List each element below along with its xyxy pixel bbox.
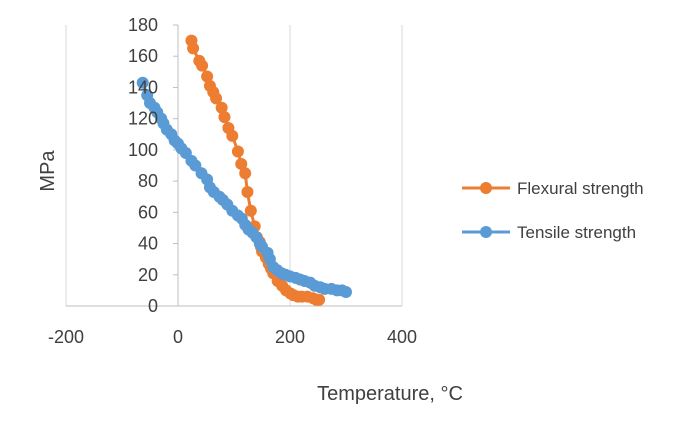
legend-marker-flexural-strength — [480, 182, 492, 194]
tick-labels: -200 0 200 400 0 20 40 60 80 100 120 140 160 180 — [48, 15, 417, 347]
data-point-flexural-strength — [313, 293, 326, 306]
legend-label-flexural-strength: Flexural strength — [517, 179, 644, 198]
data-point-flexural-strength — [241, 186, 254, 199]
x-tick-label: 200 — [275, 327, 305, 347]
y-tick-label: 140 — [128, 77, 158, 97]
y-tick-label: 100 — [128, 140, 158, 160]
data-point-tensile-strength — [340, 285, 352, 298]
data-point-flexural-strength — [210, 92, 223, 105]
data-point-tensile-strength — [136, 76, 149, 89]
x-axis-title: Temperature, °C — [317, 383, 463, 405]
x-tick-label: 0 — [173, 327, 183, 347]
data-point-flexural-strength — [187, 42, 200, 55]
data-point-flexural-strength — [226, 129, 239, 142]
legend-marker-tensile-strength — [480, 226, 492, 238]
y-tick-label: 60 — [138, 202, 158, 222]
data-point-flexural-strength — [235, 157, 248, 170]
data-point-flexural-strength — [201, 70, 214, 83]
x-tick-label: 400 — [387, 327, 417, 347]
axes — [66, 24, 402, 307]
data-point-flexural-strength — [218, 111, 231, 124]
y-tick-label: 180 — [128, 15, 158, 35]
x-tick-label: -200 — [48, 327, 84, 347]
gridlines — [65, 25, 403, 306]
y-tick-label: 40 — [138, 234, 158, 254]
y-tick-label: 160 — [128, 46, 158, 66]
y-tick-label: 120 — [128, 109, 158, 129]
y-tick-label: 0 — [148, 296, 158, 316]
legend: Flexural strength Tensile strength — [462, 179, 644, 242]
y-axis-title: MPa — [37, 150, 59, 192]
data-point-flexural-strength — [231, 145, 244, 158]
legend-label-tensile-strength: Tensile strength — [517, 223, 636, 242]
data-point-flexural-strength — [196, 59, 209, 72]
y-tick-label: 20 — [138, 265, 158, 285]
y-tick-label: 80 — [138, 171, 158, 191]
data-point-flexural-strength — [215, 101, 228, 114]
series-group — [136, 34, 352, 306]
data-point-flexural-strength — [239, 167, 252, 180]
data-point-flexural-strength — [244, 204, 257, 217]
